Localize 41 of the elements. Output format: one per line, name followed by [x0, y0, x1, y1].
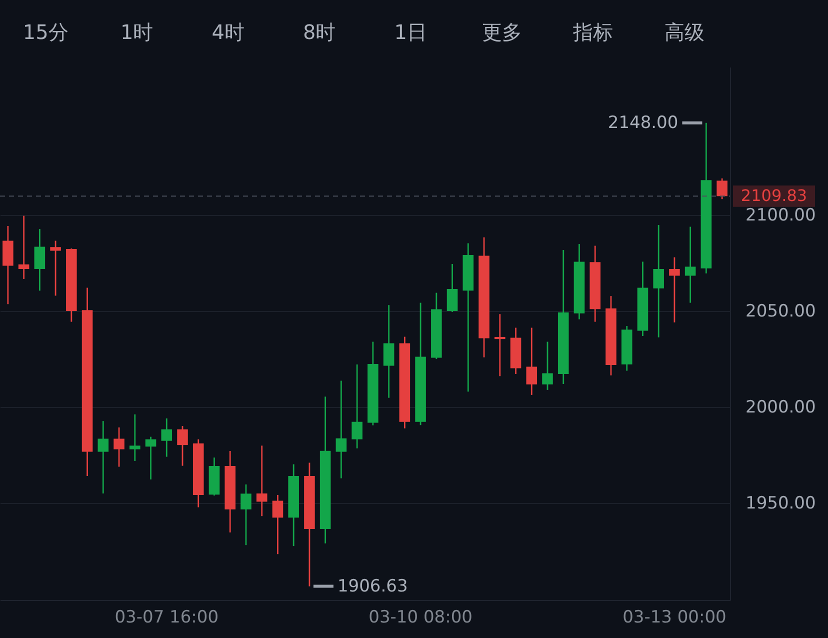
x-tick-label: 03-13 00:00	[622, 608, 726, 628]
text: 15分	[22, 20, 68, 44]
candlestick	[50, 240, 61, 296]
text: 指标	[572, 20, 614, 44]
candlestick	[256, 444, 268, 517]
text: 2148.00	[608, 112, 678, 133]
candlestick	[114, 426, 124, 468]
text: 8时	[303, 20, 336, 44]
candlestick	[177, 425, 188, 466]
candlestick	[18, 215, 30, 280]
candlestick	[98, 420, 109, 494]
text: 4时	[212, 20, 244, 44]
candlestick	[240, 484, 252, 546]
y-tick-label: 1950.00	[746, 494, 816, 514]
candlestick	[669, 256, 680, 324]
ref-line-label: 2109.83	[740, 186, 808, 206]
x-tick-label: 03-07 16:00	[114, 608, 219, 628]
text: 1906.63	[337, 576, 408, 596]
y-tick-label: 2050.00	[746, 302, 816, 322]
candlestick	[352, 364, 362, 450]
candlestick	[34, 228, 46, 292]
candlestick	[446, 263, 458, 313]
candlestick	[542, 341, 553, 391]
y-tick-label: 2000.00	[746, 398, 816, 418]
candlestick	[494, 313, 506, 377]
text: 更多	[482, 20, 522, 44]
candlestick	[716, 178, 728, 200]
text: 高级	[664, 20, 704, 44]
candlestick	[161, 418, 172, 458]
candlestick	[684, 226, 696, 304]
candlestick	[129, 414, 140, 462]
candlestick	[336, 380, 347, 479]
candlestick	[653, 224, 664, 338]
candlestick	[145, 436, 156, 480]
candlestick	[272, 494, 284, 555]
candlestick	[526, 327, 538, 396]
text: 1日	[394, 20, 427, 44]
text: 1时	[120, 20, 154, 44]
candlestick	[383, 304, 394, 399]
x-tick-label: 03-10 08:00	[368, 608, 472, 628]
y-tick-label: 2100.00	[746, 206, 816, 226]
